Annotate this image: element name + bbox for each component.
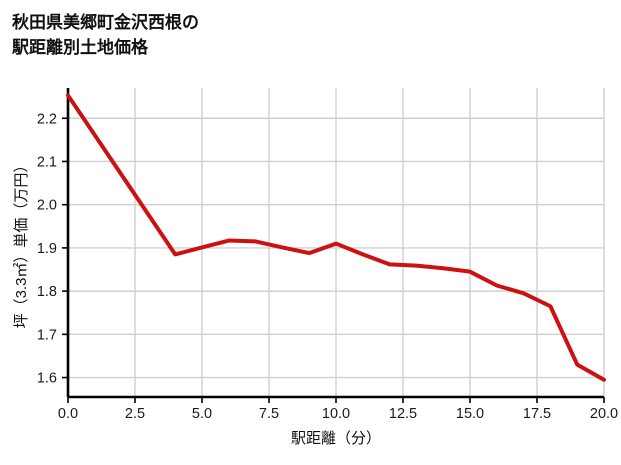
price-line-series bbox=[66, 93, 606, 382]
x-tick-labels: 0.0 2.5 5.0 7.5 10.0 12.5 15.0 17.5 20.0 bbox=[58, 406, 618, 422]
x-axis-label: 駅距離（分） bbox=[291, 429, 381, 447]
chart-title-line-1: 秋田県美郷町金沢西根の bbox=[12, 13, 199, 32]
y-tick-label: 1.7 bbox=[37, 327, 57, 343]
y-tick-label: 1.6 bbox=[37, 371, 57, 387]
y-tick-labels: 1.6 1.7 1.8 1.9 2.0 2.1 2.2 bbox=[37, 111, 57, 386]
x-tick-label: 20.0 bbox=[590, 406, 618, 422]
x-tick-label: 2.5 bbox=[125, 406, 145, 422]
y-tick-label: 2.0 bbox=[37, 198, 57, 214]
y-tick-label: 2.1 bbox=[37, 154, 57, 170]
x-tick-label: 17.5 bbox=[523, 406, 551, 422]
chart-title-line-2: 駅距離別土地価格 bbox=[12, 38, 148, 57]
axis-lines bbox=[66, 88, 604, 399]
x-tick-label: 0.0 bbox=[58, 406, 78, 422]
y-tick-label: 1.9 bbox=[37, 241, 57, 257]
x-tick-label: 12.5 bbox=[389, 406, 417, 422]
chart-title: 秋田県美郷町金沢西根の 駅距離別土地価格 bbox=[12, 10, 199, 60]
x-tick-label: 5.0 bbox=[192, 406, 212, 422]
x-tick-label: 10.0 bbox=[322, 406, 350, 422]
x-tick-label: 15.0 bbox=[456, 406, 484, 422]
y-tick-label: 2.2 bbox=[37, 111, 57, 127]
y-axis-label: 坪（3.3㎡）単価（万円） bbox=[13, 158, 30, 329]
x-tick-label: 7.5 bbox=[259, 406, 279, 422]
y-tick-label: 1.8 bbox=[37, 284, 57, 300]
